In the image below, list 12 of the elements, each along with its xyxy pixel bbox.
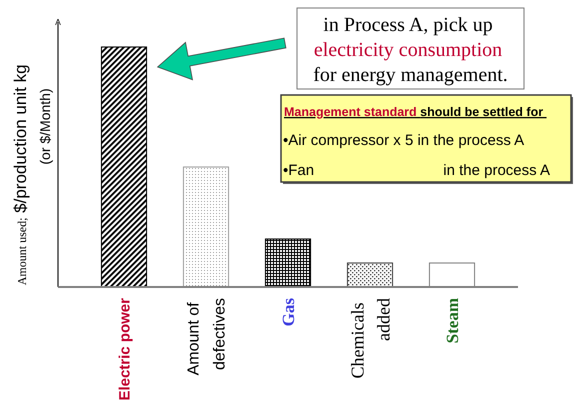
bar [264,238,312,288]
x-tick-label: Chemicals added [347,298,394,378]
x-tick-label: Steam [442,298,462,344]
x-tick-label: Amount of defectives [186,298,229,376]
annotation: in Process A, pick up electricity consumption for energy management. [313,14,508,86]
x-tick-label: Gas [278,298,298,326]
text: Management standard should be settled for •Air compressor x 5 in the process A •Fan in the process A [283,105,550,179]
y-axis-title: Amount used; $/production unit kg (or $/Month) [11,60,53,286]
bar [100,46,148,288]
x-tick-label: Electric power [116,298,134,401]
bar [182,166,230,288]
bar [346,262,394,288]
